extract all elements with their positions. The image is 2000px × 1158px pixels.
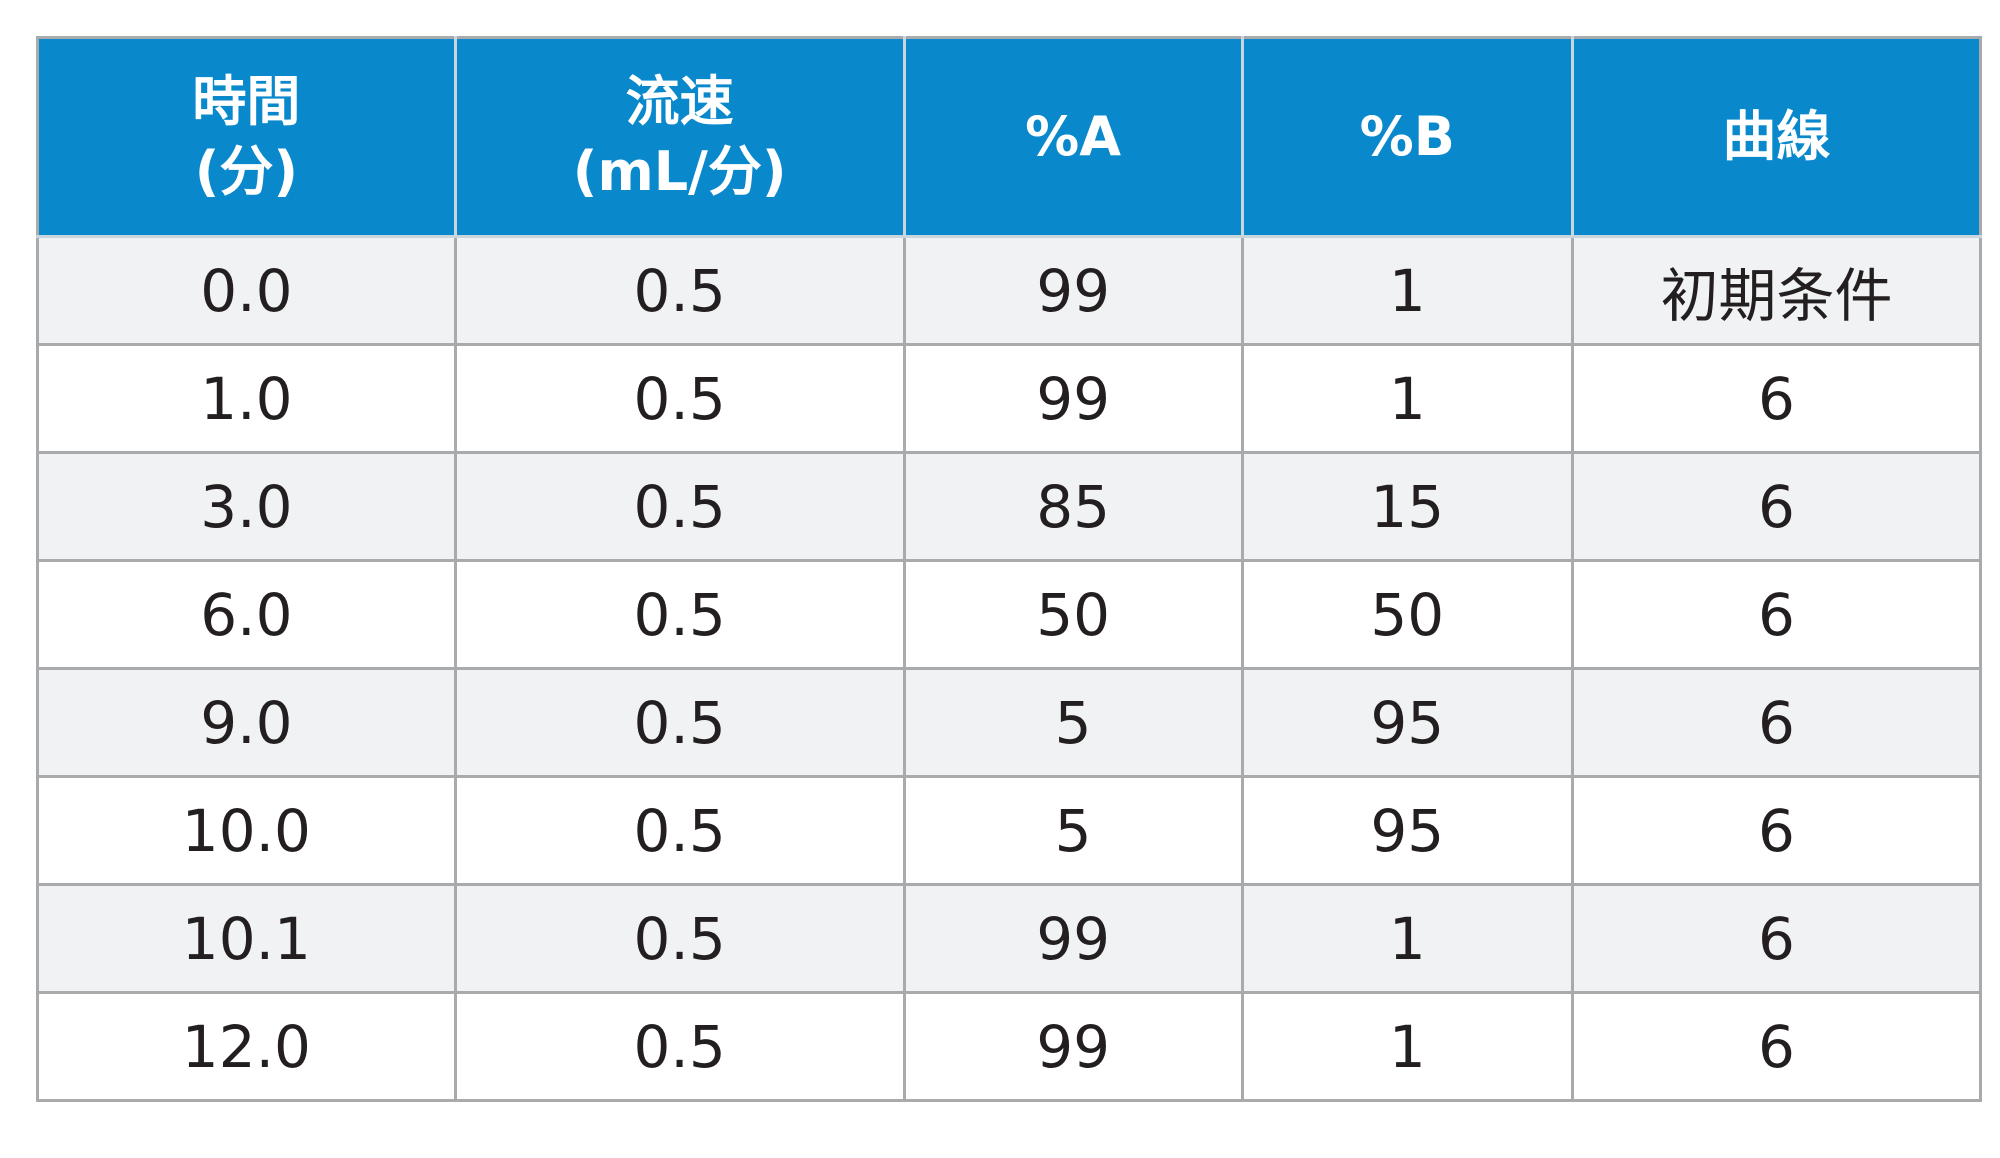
cell-curve: 6	[1570, 559, 1983, 670]
cell-flow-rate: 0.5	[453, 883, 906, 994]
cell-curve: 6	[1570, 667, 1983, 778]
header-percent-a-label: %A	[1025, 105, 1122, 168]
cell-percent-a: 50	[902, 559, 1244, 670]
gradient-table: 時間 (分) 流速 (mL/分) %A %B 曲線 0	[36, 36, 1983, 1102]
cell-percent-a: 99	[902, 883, 1244, 994]
cell-time: 1.0	[36, 343, 457, 454]
header-flow-rate-label: 流速	[625, 70, 734, 133]
cell-time: 9.0	[36, 667, 457, 778]
cell-percent-b: 1	[1240, 991, 1574, 1102]
header-time: 時間 (分)	[36, 36, 457, 238]
cell-curve: 6	[1570, 883, 1983, 994]
cell-percent-b: 1	[1240, 883, 1574, 994]
cell-flow-rate: 0.5	[453, 991, 906, 1102]
cell-percent-a: 5	[902, 775, 1244, 886]
cell-curve: 6	[1570, 775, 1983, 886]
table-body: 0.0 0.5 99 1 初期条件 1.0 0.5 99 1 6 3.0 0.5…	[36, 235, 1983, 1102]
cell-percent-b: 15	[1240, 451, 1574, 562]
header-percent-b-label: %B	[1359, 105, 1455, 168]
cell-percent-a: 99	[902, 343, 1244, 454]
header-curve: 曲線	[1570, 36, 1983, 238]
header-time-unit: (分)	[194, 140, 299, 203]
cell-percent-b: 1	[1240, 343, 1574, 454]
cell-time: 3.0	[36, 451, 457, 562]
header-percent-a: %A	[902, 36, 1244, 238]
cell-flow-rate: 0.5	[453, 235, 906, 346]
table-row: 0.0 0.5 99 1 初期条件	[36, 235, 1983, 346]
cell-flow-rate: 0.5	[453, 451, 906, 562]
cell-percent-a: 99	[902, 235, 1244, 346]
table-row: 1.0 0.5 99 1 6	[36, 343, 1983, 454]
table-row: 3.0 0.5 85 15 6	[36, 451, 1983, 562]
header-percent-b: %B	[1240, 36, 1574, 238]
table-row: 10.0 0.5 5 95 6	[36, 775, 1983, 886]
cell-time: 12.0	[36, 991, 457, 1102]
cell-flow-rate: 0.5	[453, 667, 906, 778]
cell-curve: 6	[1570, 451, 1983, 562]
header-curve-label: 曲線	[1722, 105, 1831, 168]
cell-percent-b: 1	[1240, 235, 1574, 346]
cell-time: 0.0	[36, 235, 457, 346]
cell-percent-b: 95	[1240, 775, 1574, 886]
table-header: 時間 (分) 流速 (mL/分) %A %B 曲線	[36, 36, 1983, 238]
header-flow-rate: 流速 (mL/分)	[453, 36, 906, 238]
table-row: 9.0 0.5 5 95 6	[36, 667, 1983, 778]
cell-time: 6.0	[36, 559, 457, 670]
cell-time: 10.1	[36, 883, 457, 994]
table-row: 10.1 0.5 99 1 6	[36, 883, 1983, 994]
cell-flow-rate: 0.5	[453, 559, 906, 670]
cell-percent-b: 95	[1240, 667, 1574, 778]
header-flow-rate-unit: (mL/分)	[572, 140, 787, 203]
cell-percent-a: 5	[902, 667, 1244, 778]
cell-curve: 初期条件	[1570, 235, 1983, 346]
gradient-table-container: 時間 (分) 流速 (mL/分) %A %B 曲線 0	[36, 36, 1983, 1102]
cell-curve: 6	[1570, 343, 1983, 454]
cell-time: 10.0	[36, 775, 457, 886]
header-row: 時間 (分) 流速 (mL/分) %A %B 曲線	[36, 36, 1983, 238]
table-row: 12.0 0.5 99 1 6	[36, 991, 1983, 1102]
cell-flow-rate: 0.5	[453, 775, 906, 886]
header-time-label: 時間	[192, 70, 301, 133]
cell-percent-a: 99	[902, 991, 1244, 1102]
cell-curve: 6	[1570, 991, 1983, 1102]
table-row: 6.0 0.5 50 50 6	[36, 559, 1983, 670]
cell-percent-b: 50	[1240, 559, 1574, 670]
cell-flow-rate: 0.5	[453, 343, 906, 454]
cell-percent-a: 85	[902, 451, 1244, 562]
